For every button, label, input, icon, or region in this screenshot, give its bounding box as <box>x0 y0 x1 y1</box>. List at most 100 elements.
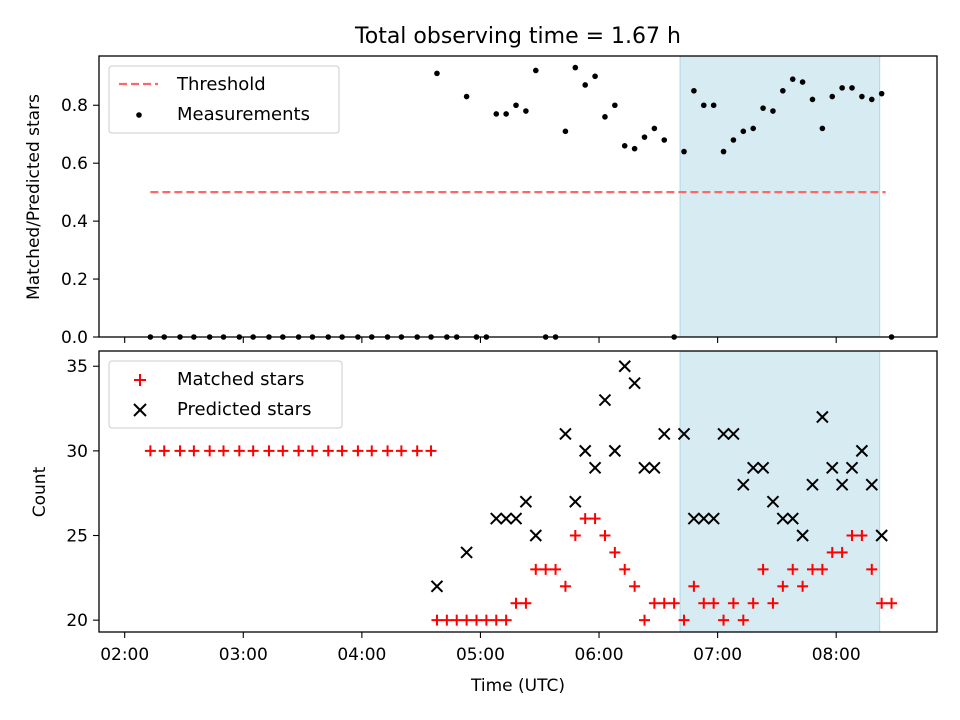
matched-star-marker <box>886 597 898 609</box>
bottom-panel: 20 25 30 35 02:00 03:00 04:00 05:00 06:00 07:00 0… <box>30 350 938 696</box>
matched-star-marker <box>757 563 769 575</box>
predicted-star-marker <box>509 512 523 525</box>
matched-star-marker <box>579 513 591 525</box>
measurement-point <box>532 67 539 74</box>
measurement-point <box>523 108 529 114</box>
matched-star-marker <box>247 445 259 457</box>
measurement-point <box>562 128 569 135</box>
measurement-point <box>651 125 658 132</box>
predicted-star-marker <box>865 478 878 491</box>
predicted-star-marker <box>638 461 651 475</box>
predicted-star-marker <box>737 478 750 491</box>
legend-measurements-label: Measurements <box>177 104 310 125</box>
top-y-tick-label: 0.2 <box>61 270 88 290</box>
measurement-point <box>859 93 865 100</box>
predicted-star-marker <box>460 546 473 559</box>
matched-star-marker <box>204 445 216 457</box>
predicted-star-marker <box>519 495 533 508</box>
matched-star-marker <box>777 580 789 592</box>
measurement-point <box>602 114 608 120</box>
predicted-star-marker <box>559 427 572 441</box>
matched-star-marker <box>816 563 828 575</box>
matched-star-marker <box>490 614 502 626</box>
matched-star-marker <box>619 563 631 575</box>
matched-star-marker <box>718 614 730 626</box>
matched-star-marker <box>569 530 581 542</box>
matched-star-marker <box>188 445 200 457</box>
matched-star-marker <box>629 580 641 592</box>
matched-star-marker <box>174 445 186 457</box>
bottom-y-tick-label: 35 <box>66 357 88 377</box>
matched-star-marker <box>609 546 621 558</box>
x-tick-label: 04:00 <box>337 645 386 665</box>
matched-star-marker <box>520 597 532 609</box>
matched-star-marker <box>688 580 700 592</box>
matched-star-marker <box>787 563 799 575</box>
matched-star-marker <box>144 445 156 457</box>
predicted-star-marker <box>677 427 691 441</box>
measurement-point <box>760 105 766 111</box>
predicted-star-marker <box>746 461 760 475</box>
matched-star-marker <box>461 614 473 626</box>
matched-star-marker <box>767 597 779 609</box>
matched-star-marker <box>306 445 318 457</box>
legend-predicted-swatch <box>133 403 147 417</box>
predicted-star-marker <box>816 410 829 424</box>
measurement-point <box>740 128 747 135</box>
measurement-point <box>661 137 668 143</box>
predicted-star-marker <box>578 444 592 458</box>
predicted-star-marker <box>776 512 790 525</box>
top-y-tick-label: 0.8 <box>61 96 88 116</box>
measurement-point <box>710 102 717 109</box>
legend-threshold-label: Threshold <box>176 74 266 95</box>
measurement-point <box>720 148 727 155</box>
predicted-star-marker <box>766 495 780 508</box>
matched-star-marker <box>530 563 542 575</box>
matched-star-marker <box>431 614 443 626</box>
top-legend-box <box>108 65 340 134</box>
measurement-point <box>513 102 519 109</box>
matched-star-marker <box>480 614 492 626</box>
measurement-point <box>878 90 885 97</box>
matched-star-marker <box>668 597 680 609</box>
x-tick-label: 08:00 <box>812 645 861 665</box>
matched-star-marker <box>293 445 305 457</box>
predicted-star-marker <box>490 512 503 525</box>
predicted-star-marker <box>845 461 859 475</box>
predicted-star-marker <box>855 444 869 458</box>
highlight-span <box>679 350 881 633</box>
measurement-point <box>641 134 648 140</box>
predicted-star-marker <box>697 512 710 525</box>
x-tick-label: 02:00 <box>100 645 149 665</box>
measurement-point <box>493 111 500 117</box>
matched-star-marker <box>698 597 710 609</box>
top-y-tick-label: 0.0 <box>61 328 88 348</box>
predicted-star-marker <box>569 495 582 508</box>
matched-star-marker <box>658 597 670 609</box>
top-legend: Threshold Measurements <box>108 65 340 134</box>
x-tick-label: 05:00 <box>456 645 505 665</box>
matched-star-marker <box>510 597 522 609</box>
measurement-point <box>839 85 845 91</box>
measurement-point <box>750 125 756 132</box>
matched-star-marker <box>322 445 334 457</box>
predicted-star-marker <box>608 444 622 458</box>
measurement-point <box>829 93 836 100</box>
matched-star-marker <box>826 546 838 558</box>
measurement-point <box>612 102 618 109</box>
matched-star-marker <box>470 614 482 626</box>
measurement-point <box>691 87 697 94</box>
predicted-star-marker <box>687 512 701 525</box>
predicted-star-marker <box>598 393 612 407</box>
measurement-point <box>582 82 588 88</box>
measurement-point <box>503 111 509 117</box>
measurement-point <box>730 137 737 143</box>
matched-star-marker <box>599 530 611 542</box>
matched-star-marker <box>263 445 275 457</box>
bottom-axes-frame <box>98 350 938 633</box>
matched-star-marker <box>441 614 453 626</box>
predicted-star-marker <box>529 529 542 542</box>
measurement-point <box>849 85 855 91</box>
x-tick-label: 07:00 <box>693 645 742 665</box>
matched-star-marker <box>866 563 878 575</box>
